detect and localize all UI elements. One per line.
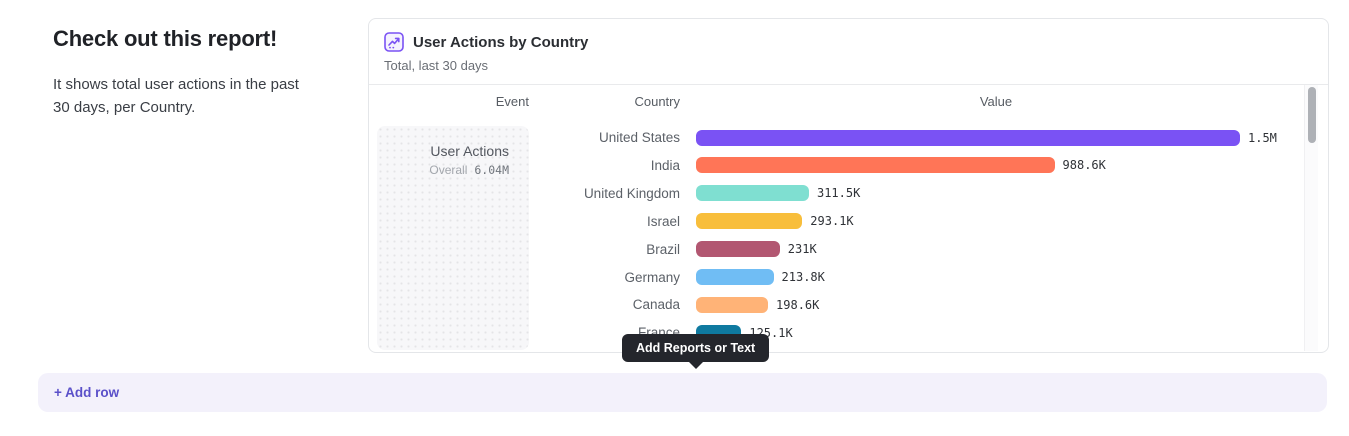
page-description: It shows total user actions in the past …	[53, 76, 299, 116]
chart-row: Germany 213.8K	[369, 269, 1304, 286]
chart-row: France 125.1K	[369, 324, 1304, 341]
overall-label: Overall	[429, 163, 468, 177]
chart-row: Brazil 231K	[369, 241, 1304, 258]
add-row-button[interactable]: + Add row	[38, 373, 1327, 412]
value-bar	[696, 269, 774, 285]
value-label: 213.8K	[781, 270, 825, 284]
value-bar	[696, 296, 769, 313]
country-label: United States	[598, 130, 680, 145]
scrollbar-track[interactable]	[1304, 85, 1318, 351]
country-label: Canada	[632, 297, 680, 313]
report-card[interactable]: User Actions by Country Total, last 30 d…	[368, 18, 1329, 353]
chart-row: United Kingdom 311.5K	[369, 185, 1304, 202]
tooltip-label: Add Reports or Text	[636, 341, 756, 355]
value-bar	[696, 213, 803, 230]
country-label: Germany	[624, 269, 680, 285]
chart-row: Canada 198.6K	[369, 296, 1304, 313]
event-panel: User Actions Overall 6.04M	[377, 126, 529, 350]
country-label: Israel	[646, 213, 680, 229]
chart-title: User Actions by Country	[413, 33, 589, 51]
value-label: 1.5M	[1248, 130, 1277, 145]
chart-row: Israel 293.1K	[369, 213, 1304, 230]
column-header-value: Value	[979, 94, 1013, 109]
value-bar	[696, 157, 1055, 174]
chart-row: India 988.6K	[369, 157, 1304, 174]
add-row-label: + Add row	[54, 385, 120, 400]
value-bar	[696, 241, 780, 258]
column-header-country: Country	[634, 94, 680, 109]
overall-value: 6.04M	[474, 163, 509, 177]
value-bar	[696, 129, 1240, 146]
chart-area: Event Country Value User Actions Overall…	[369, 84, 1328, 352]
value-bar	[696, 185, 809, 202]
value-label: 231K	[787, 242, 817, 257]
scrollbar-thumb[interactable]	[1308, 87, 1316, 143]
country-label: United Kingdom	[583, 185, 680, 201]
line-chart-icon	[384, 32, 404, 52]
country-label: Brazil	[646, 241, 680, 257]
value-label: 293.1K	[810, 214, 854, 229]
add-reports-tooltip: Add Reports or Text	[622, 334, 770, 362]
chart-row: United States 1.5M	[369, 129, 1304, 146]
event-name: User Actions	[430, 143, 509, 159]
intro-block: Check out this report! It shows total us…	[53, 26, 303, 119]
value-label: 198.6K	[776, 297, 820, 312]
report-card-header: User Actions by Country Total, last 30 d…	[369, 19, 1328, 84]
column-header-event: Event	[495, 94, 529, 109]
event-overall: Overall 6.04M	[377, 163, 509, 177]
country-label: India	[650, 157, 680, 173]
value-label: 311.5K	[816, 186, 861, 201]
value-label: 988.6K	[1062, 158, 1106, 173]
page-title: Check out this report!	[53, 26, 278, 51]
chart-subtitle: Total, last 30 days	[384, 58, 489, 73]
